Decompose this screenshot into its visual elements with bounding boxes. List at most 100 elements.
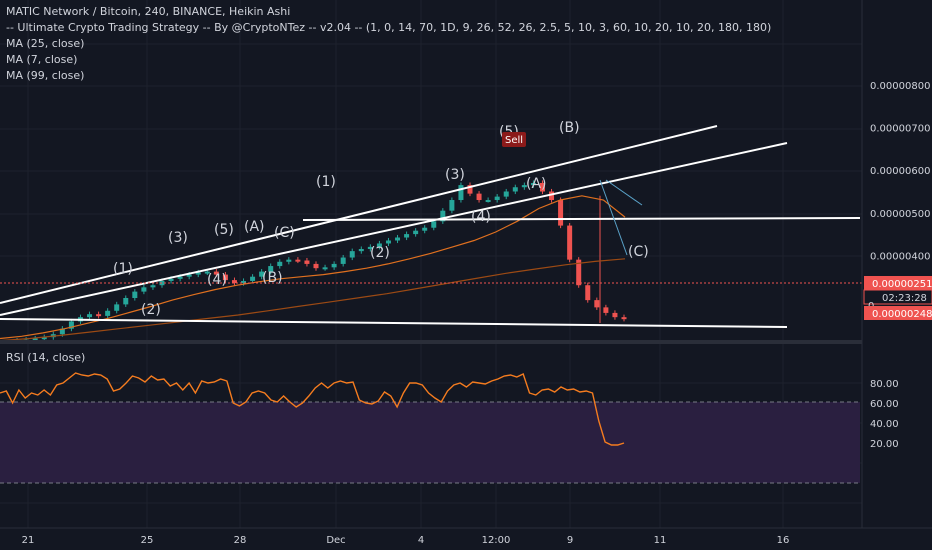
candle-body — [222, 274, 228, 281]
candle-body — [123, 298, 129, 305]
wave-label: (4) — [471, 209, 491, 225]
candle-body — [159, 280, 165, 286]
candle-body — [603, 307, 609, 313]
candle-body — [395, 237, 401, 241]
candle-body — [458, 185, 464, 201]
candle-body — [376, 243, 382, 247]
candle-body — [521, 185, 527, 188]
candle-body — [304, 260, 310, 264]
wave-label: (A) — [526, 176, 547, 192]
candle-body — [132, 291, 138, 298]
candle-body — [295, 259, 301, 262]
candle-body — [467, 185, 473, 194]
rsi-band — [0, 402, 860, 483]
candle-body — [385, 240, 391, 244]
rsi-title: RSI (14, close) — [6, 351, 86, 364]
symbol-title: MATIC Network / Bitcoin, 240, BINANCE, H… — [6, 5, 291, 18]
rsi-line — [0, 372, 625, 446]
candle-body — [114, 304, 120, 311]
candle-body — [485, 200, 491, 203]
ma7-legend: MA (7, close) — [6, 53, 78, 66]
wave-label: (A) — [244, 219, 265, 235]
candle-body — [313, 263, 319, 269]
channel-lower-line — [0, 142, 788, 316]
wave-label: (2) — [141, 302, 161, 318]
price-axis-panel — [862, 0, 932, 550]
candle-body — [59, 328, 65, 335]
time-tick-label: 12:00 — [482, 535, 511, 546]
strategy-title: -- Ultimate Crypto Trading Strategy -- B… — [6, 21, 772, 34]
candle-body — [331, 263, 337, 268]
candle-body — [32, 338, 38, 341]
candle-body — [195, 272, 201, 275]
ma25-legend: MA (25, close) — [6, 37, 85, 50]
candle-body — [277, 261, 283, 267]
candle-body — [476, 193, 482, 201]
candle-body — [512, 187, 518, 192]
candle-body — [367, 246, 373, 250]
blue-projection-1 — [599, 179, 628, 256]
price-tick-label: 0.00000700 — [870, 124, 930, 135]
time-tick-label: 11 — [654, 535, 667, 546]
candle-body — [340, 257, 346, 264]
bid-price-label: 0.00000248 — [872, 309, 932, 320]
candle-body — [621, 317, 627, 320]
candle-body — [422, 227, 428, 231]
price-tick-label: 0.00000500 — [870, 209, 930, 220]
candle-body — [431, 221, 437, 228]
candle-body — [404, 234, 410, 238]
candle-body — [449, 200, 455, 211]
candles — [14, 180, 627, 344]
candle-body — [87, 314, 93, 318]
last-price-label: 0.00000251 — [872, 279, 932, 290]
blue-projection-2 — [605, 179, 643, 206]
candle-body — [41, 337, 47, 340]
price-tick-label: 0.00000600 — [870, 166, 930, 177]
wave-label: (C) — [628, 244, 649, 260]
candle-body — [530, 182, 536, 186]
rsi-tick-label: 40.00 — [870, 419, 899, 430]
time-tick-label: Dec — [326, 535, 345, 546]
candle-body — [567, 225, 573, 260]
candle-body — [503, 191, 509, 197]
candle-body — [358, 249, 364, 252]
wave-label: (1) — [113, 261, 133, 277]
candle-body — [585, 285, 591, 301]
candle-body — [168, 278, 174, 281]
rsi-tick-label: 20.00 — [870, 439, 899, 450]
wave-label: (5) — [214, 222, 234, 238]
candle-body — [177, 276, 183, 279]
time-axis-ticks: 21 25 28 Dec 4 12:00 9 11 16 — [22, 535, 790, 546]
countdown-tag — [863, 289, 932, 305]
time-axis-panel — [0, 528, 932, 550]
candle-body — [413, 230, 419, 235]
candle-body — [68, 321, 74, 329]
candle-body — [594, 300, 600, 308]
wave-label: (4) — [207, 272, 227, 288]
candle-body — [539, 182, 545, 192]
last-price-tag — [864, 276, 932, 290]
wave-label: (B) — [559, 120, 580, 136]
candle-body — [241, 280, 247, 284]
candle-body — [213, 271, 219, 275]
sell-marker — [502, 132, 526, 147]
wave-label: (B) — [262, 270, 283, 286]
candle-body — [322, 267, 328, 270]
time-tick-label: 28 — [234, 535, 247, 546]
rsi-tick-label: 60.00 — [870, 399, 899, 410]
candle-body — [576, 259, 582, 286]
base-line — [0, 318, 788, 328]
candle-body — [259, 271, 265, 277]
candle-body — [231, 280, 237, 284]
rsi-tick-label: 80.00 — [870, 379, 899, 390]
candle-body — [349, 251, 355, 258]
candle-body — [612, 312, 618, 318]
channel-upper-line — [0, 125, 718, 304]
candle-body — [440, 210, 446, 222]
rsi-legend: RSI (14, close) — [6, 351, 85, 367]
candle-body — [204, 271, 210, 274]
price-tick-label: 0.00000400 — [870, 251, 930, 262]
wave-label: (C) — [274, 225, 295, 241]
candle-body — [549, 191, 555, 201]
